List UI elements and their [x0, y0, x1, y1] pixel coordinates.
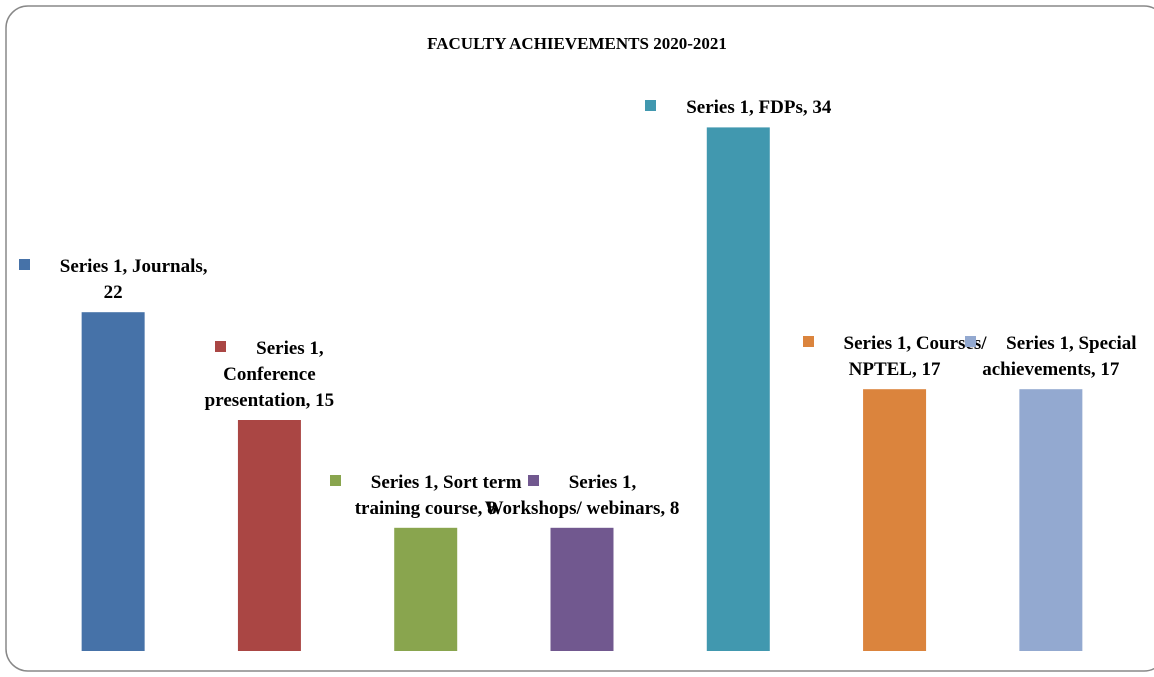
data-label-text: Series 1, Workshops/ webinars, 8	[484, 471, 680, 519]
legend-key	[802, 336, 814, 348]
data-label: Series 1, FDPs, 34	[638, 95, 838, 121]
bar	[394, 527, 458, 651]
legend-key	[215, 341, 227, 352]
chart-title: FACULTY ACHIEVEMENTS 2020-2021	[427, 34, 727, 53]
bar	[81, 312, 145, 651]
legend-key	[527, 474, 539, 486]
legend-key	[18, 259, 30, 271]
data-label: Series 1, Journals, 22	[13, 254, 213, 306]
data-label: Series 1, Courses/ NPTEL, 17	[795, 331, 995, 383]
bar	[863, 389, 927, 651]
legend-key	[965, 336, 977, 348]
legend-key	[645, 100, 657, 112]
data-label: Series 1, Sort term training course, 8	[326, 470, 526, 522]
bar	[1019, 389, 1083, 651]
data-label: Series 1, Special achievements, 17	[951, 331, 1151, 383]
data-label-text: Series 1, Conference presentation, 15	[204, 338, 335, 411]
data-label: Series 1, Conference presentation, 15	[169, 336, 369, 414]
bar	[237, 420, 301, 651]
data-label-text: Series 1, Sort term training course, 8	[354, 471, 522, 519]
bar	[550, 527, 614, 651]
bar	[706, 127, 770, 651]
legend-key	[329, 474, 341, 486]
data-label-text: Series 1, Special achievements, 17	[982, 333, 1137, 381]
data-label-text: Series 1, FDPs, 34	[686, 97, 832, 119]
data-label-text: Series 1, Courses/ NPTEL, 17	[843, 333, 987, 381]
data-label: Series 1, Workshops/ webinars, 8	[482, 470, 682, 522]
data-label-text: Series 1, Journals, 22	[59, 256, 208, 304]
